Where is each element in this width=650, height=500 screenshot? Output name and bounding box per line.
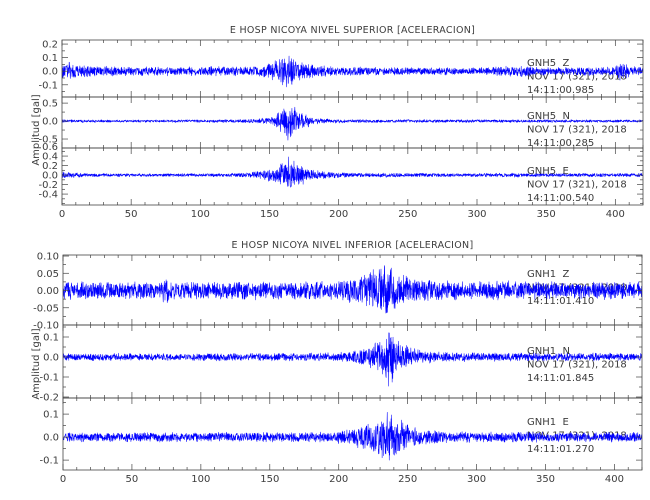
trace-line [62, 106, 643, 141]
chart-group-1: E HOSP NICOYA NIVEL INFERIOR [ACELERACIO… [31, 240, 643, 485]
y-tick-label: 0.00 [37, 286, 59, 297]
x-tick-label: 100 [191, 474, 210, 485]
y-tick-label: 0.2 [42, 161, 58, 172]
time-label: 14:11:01.845 [527, 373, 594, 384]
x-tick-label: 150 [260, 209, 279, 220]
panel-gnh1-n: GNH1 N NOV 17 (321), 2018 14:11:01.845 0.1 0… [39, 324, 643, 404]
x-tick-label: 150 [260, 474, 279, 485]
y-tick-label: 0.0 [42, 171, 58, 182]
x-tick-label: 250 [398, 209, 417, 220]
y-tick-label: -0.1 [39, 373, 59, 384]
trace-line [63, 265, 642, 314]
y-tick-label: 0.1 [43, 410, 59, 421]
y-tick-label: 0.1 [42, 53, 58, 64]
y-tick-label: 0.0 [43, 353, 59, 364]
channel-label: GNH1 E [527, 417, 569, 428]
channel-label: GNH5 Z [527, 58, 569, 69]
y-tick-label: -0.2 [38, 180, 58, 191]
x-tick-label: 0 [59, 209, 65, 220]
trace-line [63, 332, 642, 387]
y-tick-label: 0.4 [42, 152, 58, 163]
y-tick-label: -0.2 [39, 393, 59, 404]
y-tick-label: -0.1 [39, 456, 59, 467]
trace-line [62, 55, 643, 88]
y-tick-label: 0.10 [37, 252, 59, 263]
trace-line [62, 156, 643, 188]
y-tick-label: -0.4 [38, 190, 58, 201]
y-axis-label: Amplitud [gal] [31, 94, 42, 165]
y-axis-label: Amplitud [gal] [31, 328, 42, 399]
time-label: 14:11:00.985 [527, 85, 594, 96]
channel-label: GNH1 N [527, 346, 570, 357]
x-tick-label: 400 [606, 209, 625, 220]
y-tick-label: -0.1 [38, 80, 58, 91]
time-label: 14:11:00.285 [527, 138, 594, 149]
date-label: NOV 17 (321), 2018 [527, 360, 627, 371]
y-tick-label: 0.6 [42, 142, 58, 153]
x-tick-label: 300 [467, 209, 486, 220]
x-tick-label: 200 [329, 474, 348, 485]
y-tick-label: 0.5 [42, 99, 58, 110]
x-tick-label: 250 [398, 474, 417, 485]
channel-label: GNH5 E [527, 166, 569, 177]
y-tick-label: 0.1 [43, 333, 59, 344]
y-tick-label: 0.0 [42, 67, 58, 78]
chart-title: E HOSP NICOYA NIVEL SUPERIOR [ACELERACIO… [230, 25, 475, 36]
panel-gnh5-z: GNH5 Z NOV 17 (321), 2018 14:11:00.985 0.2 0… [38, 40, 644, 98]
x-tick-label: 300 [467, 474, 486, 485]
time-label: 14:11:01.410 [527, 296, 594, 307]
date-label: NOV 17 (321), 2018 [527, 180, 627, 191]
trace-line [63, 411, 642, 461]
channel-label: GNH5 N [527, 111, 570, 122]
x-tick-label: 50 [126, 474, 139, 485]
y-tick-label: -0.05 [33, 303, 59, 314]
chart-title: E HOSP NICOYA NIVEL INFERIOR [ACELERACIO… [232, 240, 474, 251]
chart-group-0: E HOSP NICOYA NIVEL SUPERIOR [ACELERACIO… [31, 25, 644, 220]
y-tick-label: 0.0 [42, 117, 58, 128]
panel-gnh5-n: GNH5 N NOV 17 (321), 2018 14:11:00.285 0.5 0… [38, 96, 644, 149]
date-label: NOV 17 (321), 2018 [527, 125, 627, 136]
time-label: 14:11:01.270 [527, 444, 594, 455]
x-tick-label: 0 [60, 474, 66, 485]
y-tick-label: 0.2 [42, 40, 58, 51]
y-tick-label: 0.0 [43, 433, 59, 444]
x-tick-label: 200 [329, 209, 348, 220]
y-tick-label: -0.5 [38, 135, 58, 146]
channel-label: GNH1 Z [527, 269, 569, 280]
x-tick-label: 50 [125, 209, 138, 220]
x-tick-label: 400 [605, 474, 624, 485]
time-label: 14:11:00.540 [527, 193, 594, 204]
x-tick-label: 350 [536, 474, 555, 485]
y-tick-label: 0.05 [37, 269, 59, 280]
x-tick-label: 350 [537, 209, 556, 220]
x-tick-label: 100 [191, 209, 210, 220]
y-tick-label: -0.10 [33, 321, 59, 332]
date-label: NOV 17 (321), 2018 [527, 72, 627, 83]
